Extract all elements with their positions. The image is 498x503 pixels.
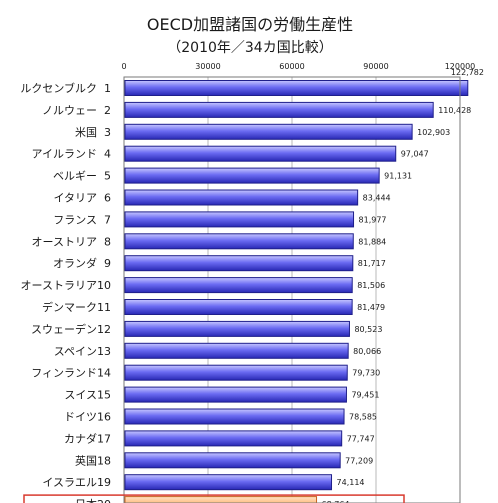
x-tick-label: 0: [121, 62, 126, 71]
category-label: デンマーク: [42, 300, 97, 314]
bar: [124, 255, 354, 272]
category-label: カナダ: [64, 431, 97, 445]
category-rank: 7: [104, 213, 111, 226]
bar: [124, 496, 318, 503]
value-label: 122,782: [451, 68, 484, 77]
bar: [124, 364, 348, 381]
x-tick-labels: 0 30000 60000 90000 120000: [121, 62, 475, 71]
x-tick-label: 90000: [363, 62, 388, 71]
category-rank: 9: [104, 257, 111, 270]
category-rank: 8: [104, 235, 111, 248]
category-rank: 19: [97, 476, 111, 489]
bar: [124, 430, 343, 447]
category-rank: 14: [97, 367, 111, 380]
value-label: 97,047: [401, 150, 429, 159]
value-label: 81,506: [357, 281, 385, 290]
value-label: 81,884: [358, 237, 386, 246]
value-label: 80,066: [353, 347, 381, 356]
category-rank: 10: [97, 279, 111, 292]
bar: [124, 277, 353, 294]
category-label: スイス: [64, 389, 97, 402]
category-label: 日本: [75, 497, 97, 503]
bar: [124, 452, 341, 469]
value-label: 80,523: [354, 325, 382, 334]
category-rank: 16: [97, 411, 111, 424]
category-rank: 3: [104, 126, 111, 139]
bar: [124, 80, 469, 96]
category-rank: 15: [97, 389, 111, 402]
value-label: 110,428: [438, 106, 471, 115]
value-label: 83,444: [363, 194, 391, 203]
category-rank: 11: [97, 301, 111, 314]
value-label: 78,585: [349, 413, 377, 422]
category-label: フィンランド: [31, 367, 97, 380]
bar: [124, 408, 345, 425]
category-label: オーストリア: [32, 235, 97, 248]
category-rank: 13: [97, 345, 111, 358]
value-label: 68,764: [322, 500, 350, 503]
category-label: 英国: [75, 453, 97, 467]
category-label: イスラエル: [42, 476, 97, 489]
category-label: 米国: [75, 126, 97, 139]
japan-highlight-box: [23, 494, 405, 503]
category-label: スウェーデン: [31, 322, 97, 336]
value-label: 77,747: [347, 434, 375, 443]
bar: [124, 145, 397, 162]
category-label: イタリア: [53, 192, 97, 205]
category-rank: 20: [97, 498, 111, 503]
category-rank: 18: [97, 454, 111, 467]
category-label: アイルランド: [32, 148, 97, 161]
category-label: ドイツ: [64, 411, 97, 424]
category-rank: 17: [97, 432, 111, 445]
value-label: 81,977: [359, 215, 387, 224]
category-labels: 1 ルクセンブルク 2 ノルウェー 3 米国 4 アイルランド 5 ベルギー 6 イタリア 7 フランス 8…: [20, 81, 111, 503]
x-tick-label: 60000: [279, 62, 304, 71]
value-labels: 122,782 110,428 102,903 97,047 91,131 83,444 8…: [322, 68, 484, 503]
category-rank: 4: [104, 148, 111, 161]
category-rank: 2: [104, 104, 111, 117]
value-label: 79,730: [352, 369, 380, 378]
value-label: 79,451: [351, 391, 379, 400]
category-label: ルクセンブルク: [20, 81, 97, 95]
category-label: フランス: [53, 213, 97, 226]
x-tick-label: 120000: [445, 62, 476, 71]
value-label: 81,717: [358, 259, 386, 268]
bar: [124, 342, 349, 359]
plot-frame: [123, 76, 461, 503]
bar: [124, 299, 353, 315]
value-label: 74,114: [337, 478, 365, 487]
bar: [124, 211, 355, 228]
value-label: 102,903: [417, 128, 450, 137]
bar: [124, 386, 347, 403]
category-rank: 1: [104, 82, 111, 95]
bar: [124, 123, 413, 140]
category-label: ベルギー: [53, 170, 97, 183]
bar: [124, 189, 359, 206]
bars: [124, 80, 469, 503]
value-label: 81,479: [357, 303, 385, 312]
value-label: 77,209: [345, 456, 373, 465]
bar: [124, 233, 354, 250]
bar: [124, 320, 350, 337]
chart-subtitle: （2010年／34カ国比較）: [167, 40, 332, 56]
bar: [124, 167, 380, 184]
category-label: スペイン: [54, 345, 97, 358]
category-rank: 5: [104, 170, 111, 183]
x-tick-label: 30000: [195, 62, 220, 71]
bar: [124, 474, 333, 491]
chart-title: OECD加盟諸国の労働生産性: [147, 15, 353, 34]
value-label: 91,131: [384, 172, 412, 181]
category-label: オーストラリア: [21, 279, 97, 292]
category-label: オランダ: [53, 256, 97, 270]
bar: [124, 101, 434, 118]
category-rank: 12: [97, 323, 111, 336]
category-rank: 6: [104, 192, 111, 205]
category-label: ノルウェー: [42, 104, 97, 117]
